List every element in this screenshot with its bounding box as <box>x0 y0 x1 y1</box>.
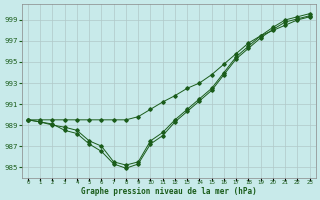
X-axis label: Graphe pression niveau de la mer (hPa): Graphe pression niveau de la mer (hPa) <box>81 187 257 196</box>
